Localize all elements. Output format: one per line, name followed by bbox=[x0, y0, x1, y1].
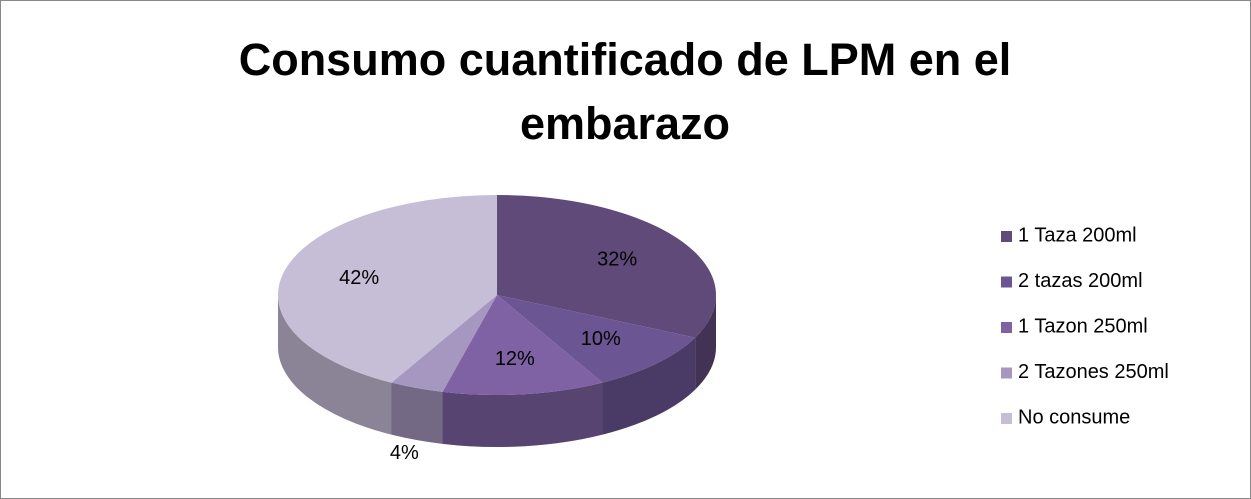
chart-title: Consumo cuantificado de LPM en el embara… bbox=[238, 34, 1012, 149]
slice-side-shade bbox=[695, 295, 716, 390]
legend-label: No consume bbox=[1018, 406, 1130, 428]
slice-side bbox=[391, 382, 443, 444]
legend-swatch bbox=[1001, 231, 1012, 242]
legend-label: 2 tazas 200ml bbox=[1018, 270, 1143, 292]
slice-side bbox=[695, 295, 716, 390]
legend-swatch bbox=[1001, 413, 1012, 424]
legend-swatch bbox=[1001, 276, 1012, 288]
slice bbox=[497, 195, 716, 338]
slice-side bbox=[442, 382, 603, 447]
slice-side bbox=[602, 337, 696, 435]
slice-side-shade bbox=[391, 382, 443, 444]
slice bbox=[442, 295, 603, 395]
data-label: 10% bbox=[581, 328, 621, 350]
slice bbox=[391, 295, 497, 392]
data-label: 4% bbox=[390, 442, 419, 464]
slice bbox=[497, 295, 696, 383]
legend-swatch bbox=[1001, 367, 1012, 379]
data-label: 42% bbox=[339, 267, 379, 289]
legend-label: 1 Tazon 250ml bbox=[1018, 315, 1148, 337]
slice bbox=[277, 195, 497, 383]
slice-side-shade bbox=[442, 382, 603, 447]
slice-side-shade bbox=[278, 295, 392, 435]
slice-side bbox=[278, 295, 392, 435]
data-label: 32% bbox=[597, 248, 637, 270]
legend-swatch bbox=[1001, 322, 1012, 333]
slice-side-shade bbox=[602, 337, 696, 435]
legend-label: 2 Tazones 250ml bbox=[1018, 361, 1169, 383]
legend-label: 1 Taza 200ml bbox=[1018, 224, 1137, 246]
data-label: 12% bbox=[495, 348, 535, 370]
